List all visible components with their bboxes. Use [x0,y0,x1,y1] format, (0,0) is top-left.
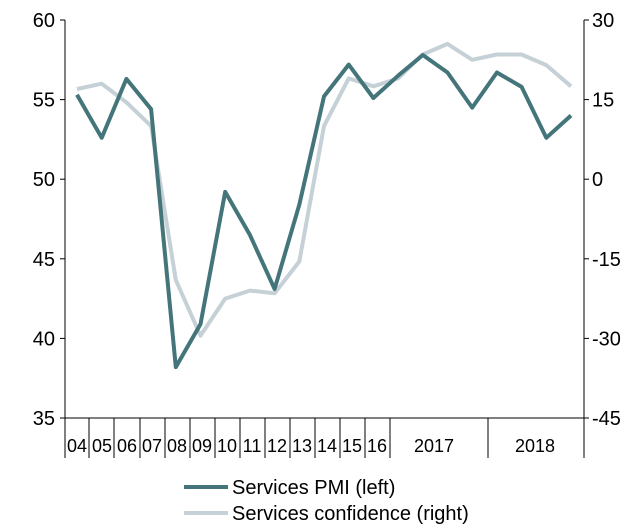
x-tick-label: 04 [67,436,87,456]
x-tick-label: 10 [217,436,237,456]
series-layer [75,41,573,370]
left-tick-label: 55 [33,90,55,112]
x-tick-label: 2017 [414,436,454,456]
right-tick-label: -30 [592,328,621,350]
left-tick-label: 50 [33,169,55,191]
x-tick-label: 08 [167,436,187,456]
x-tick-label: 2018 [515,436,555,456]
x-tick-label: 05 [92,436,112,456]
x-tick-label: 14 [317,436,337,456]
left-tick-label: 35 [33,408,55,430]
x-tick-label: 12 [267,436,287,456]
series-line-services-confidence [76,41,573,338]
x-tick-label: 06 [117,436,137,456]
legend-label-services-confidence: Services confidence (right) [232,503,469,525]
right-tick-label: 15 [592,90,614,112]
x-tick-label: 16 [367,436,387,456]
left-tick-label: 45 [33,249,55,271]
right-tick-label: -15 [592,249,621,271]
right-tick-label: 30 [592,10,614,32]
legend-label-services-pmi: Services PMI (left) [232,477,395,499]
legend: Services PMI (left) Services confidence … [184,477,469,525]
x-tick-label: 15 [342,436,362,456]
axes: 35 40 45 50 55 60 -45 -30 -15 0 15 30 04 05 06 07 08 09 10… [33,10,621,458]
left-tick-label: 40 [33,328,55,350]
x-tick-label: 09 [192,436,212,456]
left-tick-label: 60 [33,10,55,32]
x-tick-label: 13 [292,436,312,456]
x-tick-label: 07 [142,436,162,456]
right-tick-label: 0 [592,169,603,191]
right-tick-label: -45 [592,408,621,430]
x-tick-label: 11 [243,436,262,456]
series-line-services-pmi [75,53,573,370]
